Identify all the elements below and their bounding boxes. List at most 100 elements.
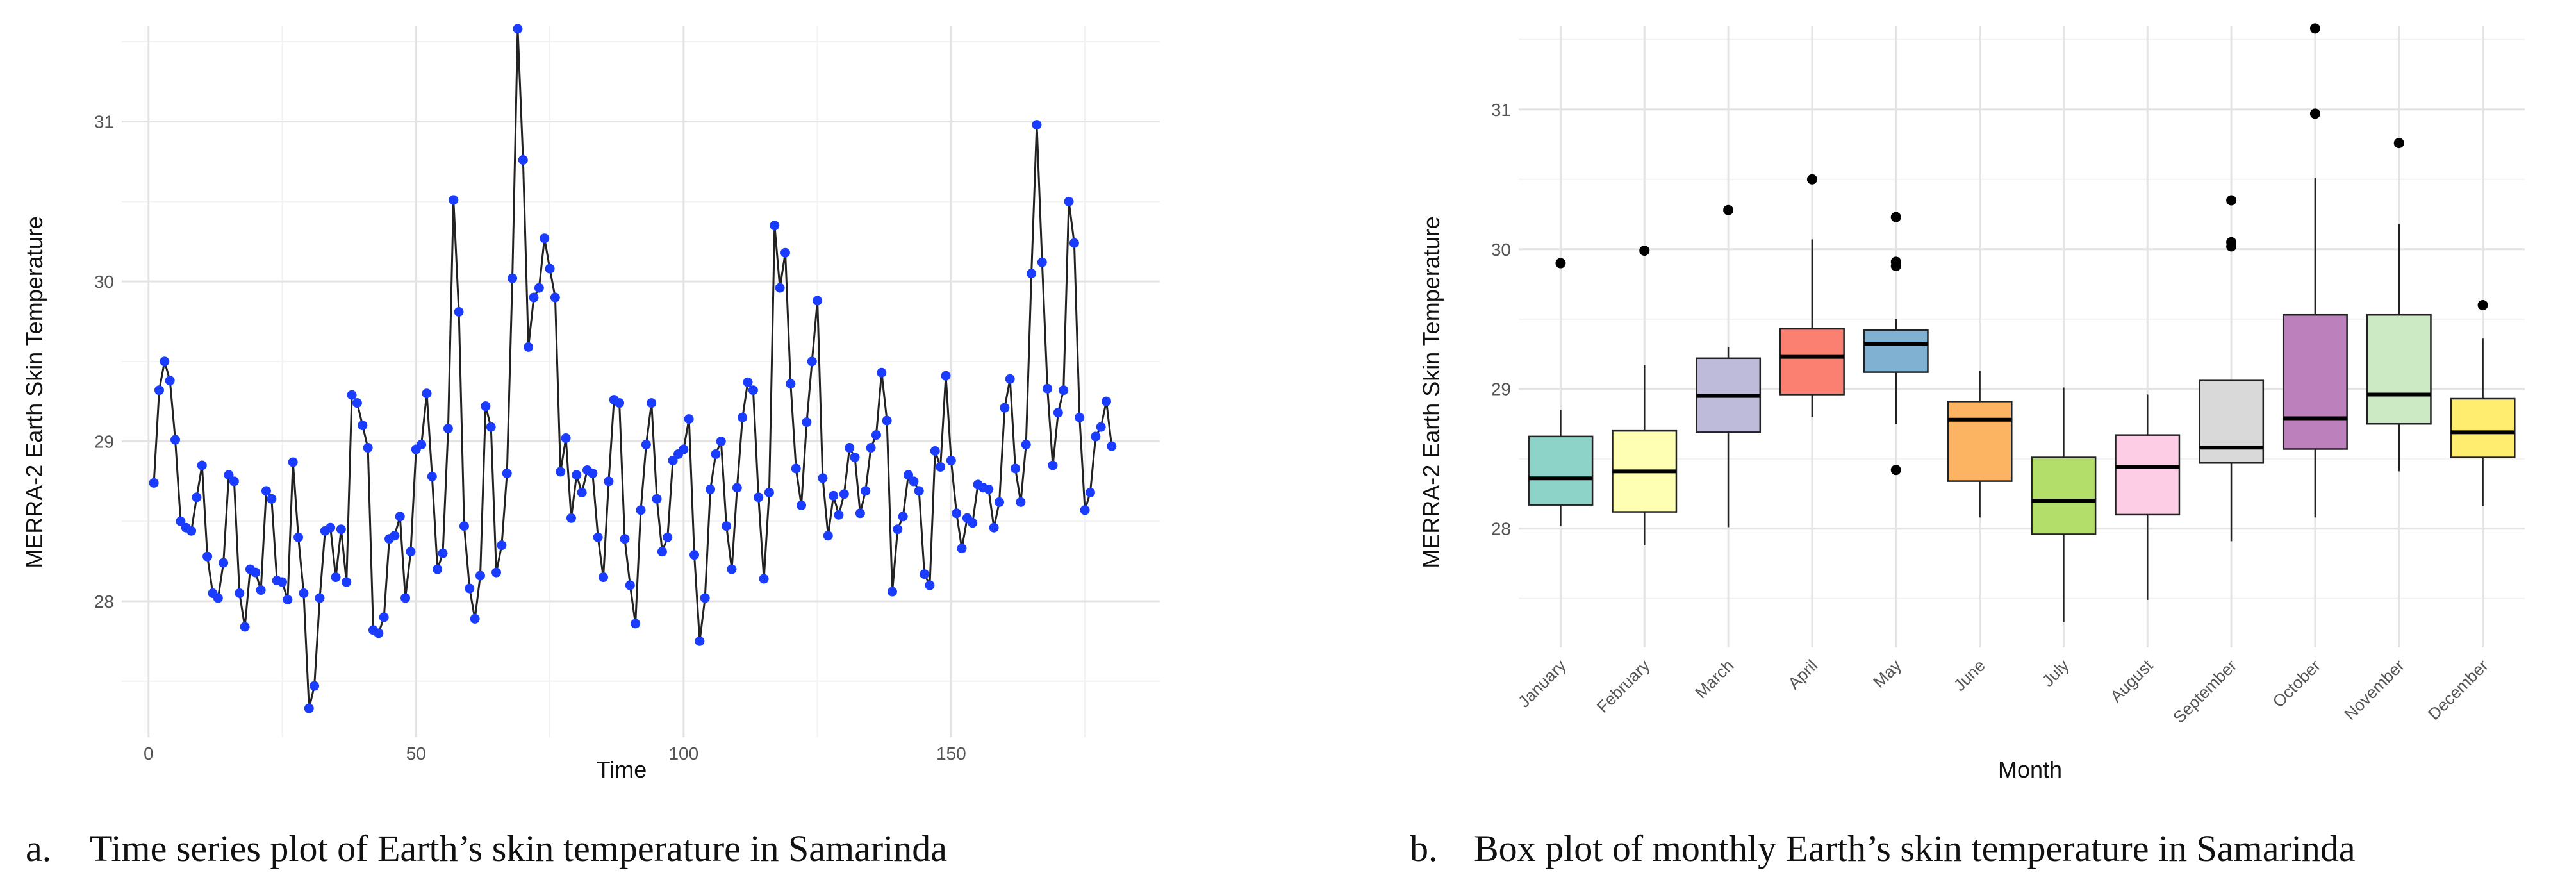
x-tick-label: January: [1514, 656, 1570, 712]
data-point: [186, 526, 197, 536]
box-body: [2199, 379, 2265, 464]
data-point: [748, 385, 758, 396]
data-point: [550, 292, 560, 303]
data-point: [887, 587, 897, 597]
x-tick-label: September: [2169, 656, 2240, 727]
data-point: [716, 437, 726, 447]
data-point: [165, 376, 175, 386]
outlier-point: [2226, 241, 2237, 252]
box-plot-chart: 28 29 30 31 January February March April May Jun…: [1418, 23, 2525, 783]
data-point: [599, 572, 609, 583]
data-point: [1101, 396, 1111, 406]
data-point: [727, 564, 737, 574]
data-point: [202, 551, 213, 562]
data-point: [920, 569, 930, 579]
data-point: [994, 497, 1004, 507]
data-point: [433, 564, 443, 574]
outlier-point: [1723, 204, 1734, 215]
data-point: [904, 470, 914, 480]
box-body: [1863, 329, 1929, 373]
data-point: [861, 486, 871, 496]
data-point: [909, 476, 919, 487]
data-point: [732, 483, 742, 493]
data-point: [770, 221, 780, 231]
box-july: [2031, 387, 2097, 622]
data-point: [390, 531, 400, 541]
outlier-point: [2393, 138, 2404, 149]
data-point: [711, 449, 721, 459]
outlier-point: [2309, 108, 2320, 119]
data-point: [604, 476, 614, 487]
data-point: [893, 524, 903, 535]
data-point: [968, 518, 978, 528]
y-tick-labels: 28 29 30 31: [1491, 100, 1511, 539]
box-february: [1612, 245, 1678, 545]
data-point: [176, 516, 186, 526]
data-point: [224, 470, 234, 480]
data-point: [759, 574, 769, 584]
outlier-point: [1890, 465, 1901, 476]
data-point: [706, 484, 716, 494]
data-point: [829, 490, 839, 501]
x-tick-label: March: [1691, 656, 1737, 702]
data-point: [1000, 403, 1010, 413]
data-point: [395, 512, 405, 522]
grid: [122, 26, 1160, 737]
x-tick-label: 50: [406, 744, 426, 763]
data-point: [839, 489, 849, 499]
data-point: [952, 508, 962, 519]
data-point: [1069, 238, 1079, 248]
x-tick-label: April: [1784, 656, 1821, 693]
data-point: [417, 440, 427, 450]
data-point: [877, 367, 887, 378]
y-axis-label: MERRA-2 Earth Skin Temperature: [1418, 216, 1444, 569]
caption-b: b. Box plot of monthly Earth’s skin tempe…: [1410, 827, 2356, 870]
data-point: [219, 558, 229, 568]
y-tick-label: 29: [94, 432, 114, 452]
data-point: [288, 457, 298, 467]
data-point: [722, 521, 732, 531]
y-tick-label: 28: [94, 592, 114, 612]
data-point: [561, 433, 571, 444]
caption-a: a. Time series plot of Earth’s skin tempe…: [26, 827, 947, 870]
x-axis-label: Time: [597, 756, 647, 783]
data-point: [293, 532, 304, 542]
data-point: [331, 572, 341, 583]
data-point: [743, 377, 753, 387]
boxes: [1528, 23, 2516, 622]
x-tick-label: February: [1593, 656, 1654, 717]
data-point: [427, 471, 437, 481]
data-point: [786, 379, 796, 389]
data-point: [807, 356, 817, 367]
box-november: [2366, 138, 2432, 472]
data-point: [481, 401, 491, 412]
data-point: [764, 487, 774, 497]
box-body: [2450, 397, 2516, 458]
data-point: [470, 613, 480, 624]
data-point: [459, 521, 469, 531]
caption-a-label: a.: [26, 828, 52, 869]
data-point: [256, 585, 266, 595]
y-tick-label: 31: [94, 112, 114, 132]
data-point: [572, 470, 582, 480]
data-point: [941, 371, 951, 381]
data-point: [657, 547, 667, 557]
data-point: [1011, 463, 1021, 474]
data-point: [957, 544, 967, 554]
box-body: [2366, 313, 2432, 425]
box-march: [1696, 204, 1762, 528]
y-tick-label: 28: [1491, 519, 1511, 539]
outlier-point: [1555, 258, 1566, 269]
data-point: [930, 446, 940, 456]
data-point: [491, 567, 502, 578]
outlier-point: [2477, 299, 2488, 310]
data-point: [802, 417, 812, 428]
data-point: [261, 486, 271, 496]
y-tick-label: 31: [1491, 100, 1511, 120]
data-point: [310, 681, 320, 691]
data-point: [684, 414, 694, 424]
outlier-point: [1890, 212, 1901, 222]
data-point: [850, 452, 860, 462]
data-point: [593, 532, 603, 542]
data-point: [823, 531, 833, 541]
